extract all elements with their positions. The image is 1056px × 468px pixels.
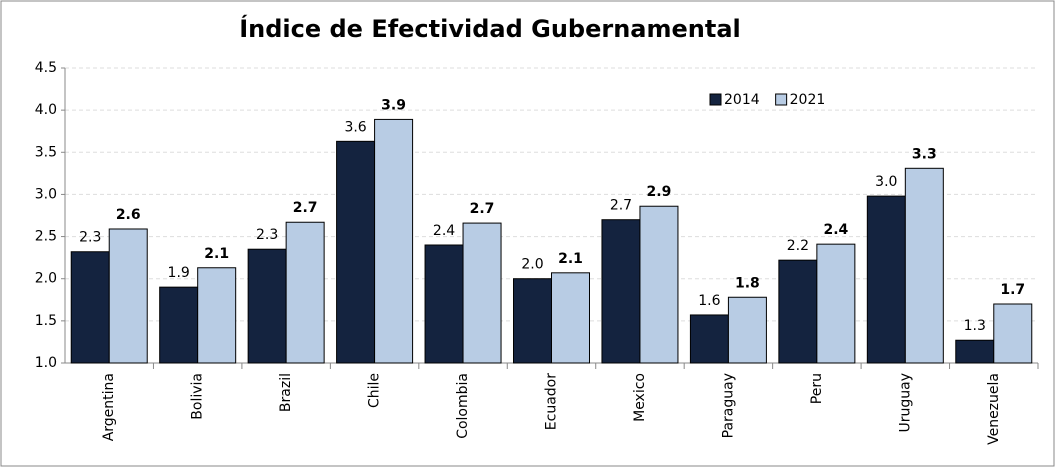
value-label: 3.3	[912, 146, 937, 162]
bar	[285, 221, 325, 364]
value-label: 1.6	[698, 293, 720, 309]
value-label: 2.0	[521, 257, 543, 273]
value-label: 2.7	[470, 201, 495, 217]
value-label: 1.9	[168, 265, 190, 281]
value-label: 2.3	[256, 227, 278, 243]
x-tick-label: Venezuela	[986, 373, 1002, 445]
bar	[866, 195, 906, 364]
value-label: 2.1	[558, 251, 583, 267]
bar	[778, 259, 818, 364]
value-label: 3.0	[875, 174, 897, 190]
bar	[336, 140, 376, 364]
x-tick-label: Brazil	[278, 373, 294, 412]
bar	[601, 219, 641, 364]
x-tick-label: Chile	[367, 373, 383, 408]
bar	[374, 118, 414, 364]
value-label: 2.1	[204, 246, 229, 262]
bar	[197, 267, 237, 364]
value-label: 2.3	[79, 230, 101, 246]
bar	[816, 243, 856, 364]
bar	[108, 228, 148, 364]
value-label: 2.2	[787, 238, 809, 254]
x-tick-label: Bolivia	[190, 373, 206, 420]
legend-label: 2021	[790, 92, 826, 108]
value-label: 2.7	[610, 198, 632, 214]
bar	[689, 314, 729, 364]
bar	[993, 303, 1033, 364]
y-tick-label: 4.5	[35, 60, 57, 76]
bar	[551, 272, 590, 364]
y-tick-label: 2.5	[35, 229, 57, 245]
bar	[904, 167, 944, 364]
bar	[955, 339, 995, 364]
value-label: 1.7	[1000, 282, 1025, 298]
value-label: 2.4	[823, 222, 848, 238]
y-tick-label: 2.0	[35, 271, 57, 287]
bar	[513, 278, 552, 364]
bar	[247, 248, 287, 364]
value-label: 3.6	[344, 119, 366, 135]
legend-swatch	[709, 93, 722, 106]
y-tick-label: 1.5	[35, 313, 57, 329]
value-label: 3.9	[381, 97, 406, 113]
value-label: 2.6	[116, 207, 141, 223]
x-tick-label: Colombia	[455, 373, 471, 439]
value-label: 1.3	[964, 318, 986, 334]
bar	[70, 251, 110, 364]
x-tick-label: Paraguay	[720, 373, 736, 438]
x-tick-label: Peru	[809, 373, 825, 404]
y-tick-label: 4.0	[35, 102, 57, 118]
bar	[159, 286, 199, 364]
bar	[639, 205, 679, 364]
x-tick-label: Uruguay	[897, 373, 913, 433]
legend-swatch	[775, 93, 788, 106]
value-label: 2.4	[433, 223, 455, 239]
bar	[727, 296, 767, 364]
value-label: 2.7	[293, 200, 318, 216]
x-tick-label: Argentina	[101, 373, 117, 441]
value-label: 2.9	[647, 184, 672, 200]
bar	[462, 222, 502, 364]
chart-title: Índice de Efectividad Gubernamental	[239, 14, 741, 43]
y-tick-label: 3.0	[35, 186, 57, 202]
x-tick-label: Ecuador	[544, 373, 560, 430]
bar	[424, 244, 464, 364]
y-tick-label: 3.5	[35, 144, 57, 160]
value-label: 1.8	[735, 275, 760, 291]
x-tick-label: Mexico	[632, 373, 648, 422]
legend-label: 2014	[724, 92, 760, 108]
y-tick-label: 1.0	[35, 355, 57, 371]
